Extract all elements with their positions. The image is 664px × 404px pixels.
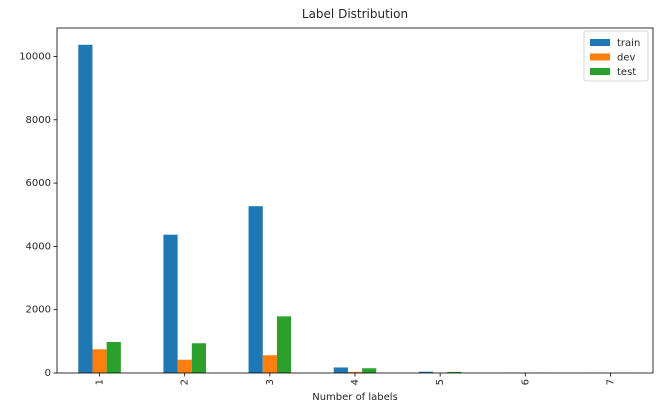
bar-dev-4 [347, 371, 363, 373]
y-tick-label: 6000 [26, 178, 51, 189]
chart-title: Label Distribution [302, 7, 408, 21]
x-tick-label: 1 [95, 379, 106, 385]
x-tick-label: 2 [180, 379, 191, 385]
legend-label-train: train [617, 38, 640, 49]
y-axis: 0 2000 4000 6000 8000 10000 [19, 51, 57, 379]
y-tick-label: 10000 [19, 51, 51, 62]
x-axis: 1 2 3 4 5 6 7 [95, 373, 616, 385]
x-tick-label: 4 [350, 379, 361, 385]
legend-swatch-dev [590, 53, 610, 61]
y-tick-label: 2000 [26, 305, 51, 316]
bar-test-5 [447, 371, 462, 373]
bar-train-5 [418, 371, 434, 373]
x-tick-label: 6 [520, 379, 531, 385]
legend-swatch-train [590, 39, 610, 46]
bar-train-4 [333, 367, 348, 373]
bar-test-1 [106, 341, 121, 373]
bar-test-4 [362, 368, 377, 373]
y-tick-label: 8000 [26, 115, 51, 126]
legend: train dev test [583, 30, 649, 82]
x-axis-label: Number of labels [312, 392, 398, 403]
bar-train-3 [248, 206, 263, 373]
x-tick-label: 3 [265, 379, 276, 385]
bars-group [78, 44, 632, 373]
bar-test-2 [191, 343, 206, 373]
legend-label-dev: dev [617, 53, 636, 64]
plot-frame [56, 27, 654, 374]
legend-swatch-test [590, 68, 610, 75]
bar-train-1 [78, 44, 93, 373]
y-tick-label: 4000 [26, 241, 51, 252]
bar-dev-2 [177, 359, 192, 373]
x-tick-label: 5 [435, 379, 446, 385]
bar-dev-3 [262, 355, 277, 373]
bar-train-2 [163, 234, 178, 373]
legend-label-test: test [617, 67, 636, 78]
bar-test-3 [276, 316, 292, 373]
y-tick-label: 0 [45, 368, 51, 379]
x-tick-label: 7 [605, 379, 616, 385]
bar-dev-1 [92, 349, 107, 373]
